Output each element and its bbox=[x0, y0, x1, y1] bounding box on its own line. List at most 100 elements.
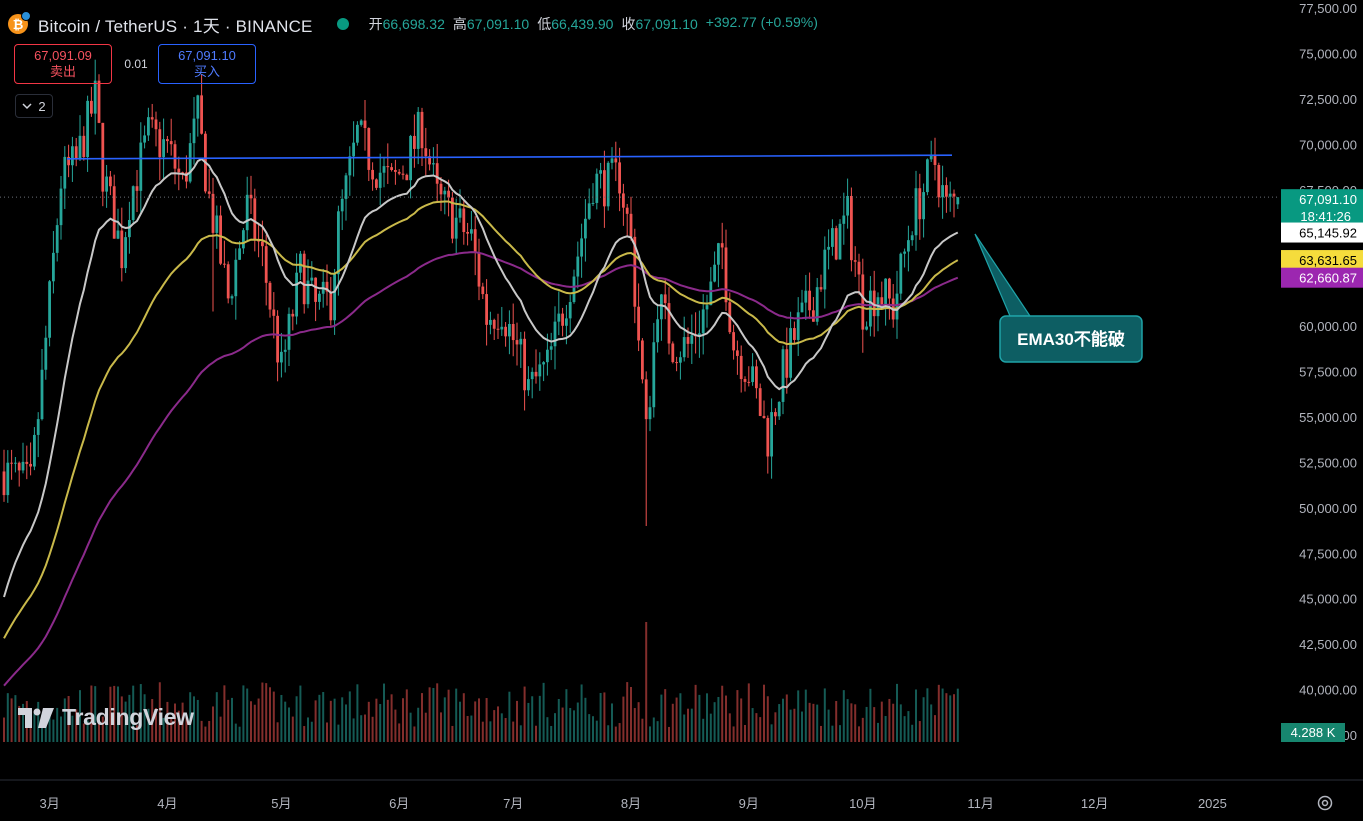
volume-bar bbox=[884, 716, 887, 742]
volume-bar bbox=[702, 718, 705, 742]
resistance-trendline[interactable] bbox=[66, 154, 953, 160]
volume-bar bbox=[269, 687, 271, 742]
time-axis[interactable]: 3月 4月 5月 6月 7月 8月 9月 10月 11月 12月 2025 bbox=[0, 779, 1363, 811]
candle-body bbox=[150, 117, 154, 120]
market-status-icon[interactable] bbox=[336, 18, 349, 30]
volume-bar bbox=[139, 684, 142, 742]
volume-bar bbox=[516, 700, 518, 742]
volume-bar bbox=[842, 690, 845, 742]
candle-body bbox=[17, 462, 21, 471]
volume-bar bbox=[926, 688, 929, 742]
candle-body bbox=[872, 290, 876, 317]
volume-bar bbox=[33, 713, 36, 742]
candle-body bbox=[743, 379, 747, 382]
volume-bar bbox=[782, 698, 784, 742]
volume-bar bbox=[94, 686, 97, 742]
candle-body bbox=[542, 362, 545, 365]
volume-bar bbox=[744, 724, 746, 742]
candle-body bbox=[329, 291, 333, 321]
volume-bar bbox=[512, 721, 515, 742]
watermark-text: TradingView bbox=[62, 704, 194, 730]
volume-bar bbox=[215, 692, 218, 742]
volume-bar bbox=[79, 690, 81, 742]
time-tick-label: 7月 bbox=[503, 796, 523, 811]
volume-bar bbox=[405, 689, 408, 742]
candle-body bbox=[907, 240, 910, 252]
volume-bar bbox=[690, 708, 693, 742]
price-tick-label: 77,500.00 bbox=[1299, 1, 1357, 16]
annotation-callout[interactable]: EMA30不能破 bbox=[974, 233, 1143, 363]
candle-body bbox=[169, 141, 173, 145]
candle-body bbox=[458, 208, 462, 218]
candle-body bbox=[363, 120, 367, 129]
volume-bar bbox=[303, 726, 306, 742]
volume-bar bbox=[189, 692, 192, 742]
volume-bar bbox=[409, 712, 412, 742]
volume-bar bbox=[231, 697, 233, 742]
volume-bar bbox=[174, 703, 176, 742]
candle-body bbox=[846, 195, 849, 216]
sell-button[interactable]: 67,091.09 卖出 bbox=[14, 44, 112, 84]
candle-body bbox=[796, 312, 800, 340]
price-axis-bg bbox=[1280, 0, 1363, 780]
candle-body bbox=[736, 350, 739, 356]
volume-bar bbox=[728, 713, 731, 742]
candle-body bbox=[40, 369, 44, 420]
candle-body bbox=[576, 256, 580, 277]
volume-bar bbox=[823, 688, 826, 742]
candle-body bbox=[819, 287, 823, 290]
candle-body bbox=[808, 290, 811, 311]
candle-body bbox=[591, 202, 595, 204]
volume-bar bbox=[561, 707, 564, 742]
candle-body bbox=[587, 203, 591, 219]
price-tick-label: 45,000.00 bbox=[1299, 592, 1357, 607]
volume-bar bbox=[375, 698, 378, 742]
candle-body bbox=[63, 156, 67, 189]
time-tick-label: 8月 bbox=[621, 796, 641, 811]
volume-bar bbox=[341, 697, 344, 742]
candle-body bbox=[648, 407, 652, 420]
volume-bar bbox=[261, 682, 264, 742]
indicators-toggle-button[interactable]: 2 bbox=[15, 94, 53, 118]
volume-bar bbox=[272, 691, 275, 742]
candle-body bbox=[686, 337, 690, 344]
candle-body bbox=[359, 120, 363, 125]
price-change: +392.77 (+0.59%) bbox=[705, 14, 818, 30]
volume-bar bbox=[945, 693, 948, 742]
candle-body bbox=[188, 143, 192, 182]
candle-body bbox=[831, 228, 834, 247]
volume-bar bbox=[687, 708, 689, 742]
candle-body bbox=[59, 188, 63, 226]
symbol-title[interactable]: Bitcoin / TetherUS · 1天 · BINANCE bbox=[38, 16, 313, 36]
volume-bar bbox=[736, 690, 739, 742]
candle-body bbox=[789, 328, 792, 378]
candle-body bbox=[14, 462, 17, 464]
volume-bar bbox=[896, 683, 898, 742]
buy-button[interactable]: 67,091.10 买入 bbox=[158, 44, 256, 84]
candle-body bbox=[192, 118, 196, 144]
price-tick-label: 47,500.00 bbox=[1299, 546, 1357, 561]
candle-body bbox=[371, 169, 374, 180]
volume-bar bbox=[48, 711, 51, 742]
candle-body bbox=[52, 252, 55, 282]
candle-body bbox=[637, 306, 640, 341]
countdown-label: 18:41:26 bbox=[1300, 209, 1351, 224]
candle-body bbox=[709, 281, 713, 306]
candle-body bbox=[880, 297, 884, 305]
volume-bar bbox=[930, 704, 933, 742]
candle-body bbox=[405, 174, 409, 181]
volume-bar bbox=[630, 686, 632, 742]
candle-body bbox=[6, 462, 10, 496]
volume-bar bbox=[763, 684, 765, 742]
time-tick-label: 6月 bbox=[389, 796, 409, 811]
candle-body bbox=[618, 162, 621, 194]
candle-body bbox=[306, 280, 310, 305]
volume-bar bbox=[383, 683, 385, 742]
price-axis[interactable]: 77,500.0075,000.0072,500.0070,000.0067,5… bbox=[1280, 0, 1363, 780]
volume-bar bbox=[120, 696, 123, 742]
candle-body bbox=[815, 287, 819, 322]
volume-bar bbox=[246, 688, 249, 742]
volume-bar bbox=[903, 716, 906, 742]
settings-gear-icon[interactable] bbox=[1316, 794, 1334, 812]
